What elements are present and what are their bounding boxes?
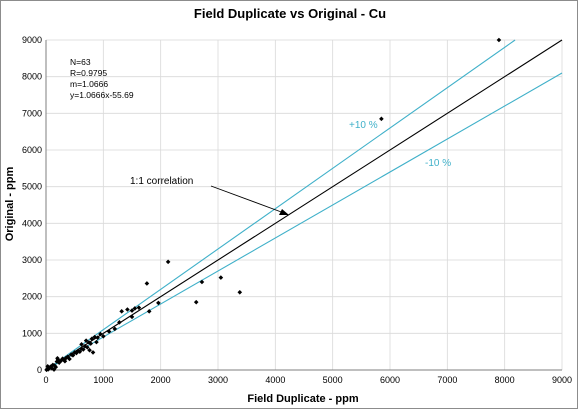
data-point — [79, 342, 84, 347]
data-point — [53, 364, 59, 370]
data-point — [90, 350, 96, 355]
data-point — [119, 309, 124, 314]
x-tick-label: 7000 — [437, 375, 457, 385]
data-point — [72, 350, 77, 355]
plus10-label: +10 % — [349, 120, 378, 131]
data-point — [58, 358, 64, 364]
data-point — [70, 353, 76, 358]
data-point — [80, 347, 86, 352]
y-tick-label: 8000 — [22, 72, 42, 82]
one-to-one-label: 1:1 correlation — [130, 176, 193, 187]
stat-line: N=63 — [70, 57, 91, 67]
x-tick-label: 8000 — [495, 375, 515, 385]
data-point — [146, 309, 152, 314]
y-tick-label: 2000 — [22, 292, 42, 302]
data-point — [129, 308, 135, 313]
data-point — [237, 289, 243, 295]
data-point — [51, 367, 57, 372]
data-point — [84, 344, 90, 350]
x-tick-labels: 0 1000 2000 3000 4000 5000 6000 7000 8000 9000 — [43, 375, 572, 385]
data-point — [132, 306, 138, 311]
data-point — [54, 359, 60, 364]
y-tick-labels: 0 1000 2000 3000 4000 5000 6000 7000 8000 9000 — [22, 35, 42, 375]
y-tick-label: 4000 — [22, 218, 42, 228]
y-tick-label: 1000 — [22, 328, 42, 338]
data-point — [156, 300, 161, 306]
data-point — [193, 299, 199, 305]
x-axis-label: Field Duplicate - ppm — [247, 393, 358, 405]
data-point — [106, 329, 112, 334]
data-point — [67, 356, 72, 362]
data-point — [117, 320, 122, 325]
y-tick-label: 9000 — [22, 35, 42, 45]
data-point — [496, 37, 502, 43]
data-point — [82, 343, 88, 349]
annotation-arrow-head — [279, 209, 289, 215]
data-point — [87, 347, 92, 353]
data-point — [101, 333, 106, 339]
data-point — [199, 279, 205, 285]
data-point — [129, 314, 135, 320]
data-point — [94, 339, 99, 345]
data-point — [218, 275, 224, 280]
data-point — [45, 364, 51, 369]
x-tick-label: 2000 — [151, 375, 171, 385]
stat-line: y=1.0666x-55.69 — [70, 90, 134, 100]
minus10-label: -10 % — [425, 158, 451, 169]
data-point — [136, 305, 142, 310]
data-point — [112, 326, 118, 332]
minus10-line — [45, 72, 563, 371]
stat-line: R=0.9795 — [70, 68, 107, 78]
data-point — [88, 341, 94, 346]
stat-line: m=1.0666 — [70, 79, 108, 89]
data-point — [379, 116, 384, 122]
chart-title: Field Duplicate vs Original - Cu — [194, 6, 386, 21]
data-point — [65, 354, 71, 360]
data-point — [98, 331, 103, 337]
x-tick-label: 9000 — [552, 375, 572, 385]
y-tick-label: 0 — [37, 365, 42, 375]
data-point — [125, 307, 130, 312]
annotation-arrow-line — [210, 185, 285, 214]
data-point — [77, 349, 83, 354]
x-tick-label: 5000 — [323, 375, 343, 385]
y-tick-label: 7000 — [22, 108, 42, 118]
grid — [45, 39, 563, 371]
data-point — [75, 348, 81, 354]
y-axis-label: Original - ppm — [4, 167, 16, 242]
data-point — [144, 281, 150, 286]
x-tick-label: 4000 — [265, 375, 285, 385]
data-point — [55, 355, 60, 361]
x-tick-label: 1000 — [93, 375, 113, 385]
data-point — [95, 335, 100, 341]
data-point — [83, 338, 89, 343]
plus10-line — [45, 39, 516, 371]
y-tick-label: 6000 — [22, 145, 42, 155]
y-tick-label: 3000 — [22, 255, 42, 265]
x-tick-label: 3000 — [208, 375, 228, 385]
data-point — [89, 336, 95, 342]
data-point — [165, 259, 171, 265]
data-points — [44, 37, 502, 373]
x-tick-label: 6000 — [380, 375, 400, 385]
data-point — [62, 358, 68, 364]
y-tick-label: 5000 — [22, 182, 42, 192]
x-tick-label: 0 — [43, 375, 48, 385]
